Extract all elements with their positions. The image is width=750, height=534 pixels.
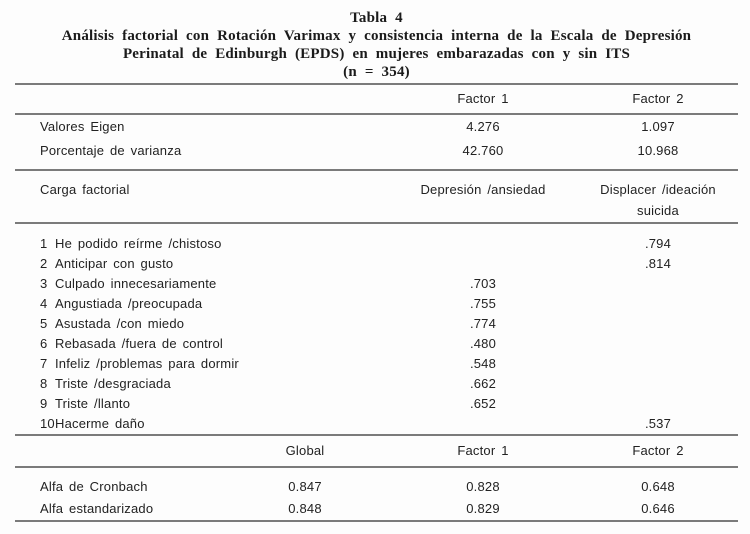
- item-label: Asustada /con miedo: [55, 316, 185, 331]
- alpha-block: Alfa de Cronbach 0.847 0.828 0.648 Alfa …: [15, 468, 738, 520]
- factor2-name-header: Displacer /ideación suicida: [600, 179, 716, 221]
- item-number: 5: [40, 316, 48, 331]
- eigen-factor1-value: 4.276: [466, 119, 500, 134]
- alpha-header-row: Global Factor 1 Factor 2: [15, 436, 738, 466]
- items-block: 1 He podido reírme /chistoso .794 2 Anti…: [15, 224, 738, 434]
- horizontal-rule: [15, 113, 738, 115]
- item-number: 8: [40, 376, 48, 391]
- factor1-loading: .652: [469, 396, 497, 411]
- global-column-header: Global: [285, 443, 325, 458]
- item-row: 8 Triste /desgraciada .662: [15, 374, 738, 394]
- item-row: 2 Anticipar con gusto .814: [15, 254, 738, 274]
- factor1-loading: .662: [469, 376, 497, 391]
- item-row: 9 Triste /llanto .652: [15, 394, 738, 414]
- factor1-loading: .774: [469, 316, 497, 331]
- horizontal-rule-top: [15, 83, 738, 85]
- item-row: 3 Culpado innecesariamente .703: [15, 274, 738, 294]
- table-number: Tabla 4: [350, 10, 403, 26]
- horizontal-rule-bottom: [15, 520, 738, 522]
- cronbach-global-value: 0.847: [288, 479, 322, 494]
- variance-label: Porcentaje de varianza: [40, 143, 182, 158]
- item-label: Rebasada /fuera de control: [55, 336, 224, 351]
- factor2-loading: .814: [644, 256, 672, 271]
- item-number: 3: [40, 276, 48, 291]
- cronbach-factor2-value: 0.648: [641, 479, 675, 494]
- item-label: Triste /llanto: [55, 396, 131, 411]
- variance-factor2-value: 10.968: [637, 143, 679, 158]
- eigen-factor2-value: 1.097: [641, 119, 675, 134]
- item-row: 4 Angustiada /preocupada .755: [15, 294, 738, 314]
- standardized-factor1-value: 0.829: [466, 501, 500, 516]
- item-label: Angustiada /preocupada: [55, 296, 203, 311]
- factor1-loading: .703: [469, 276, 497, 291]
- item-label: Infeliz /problemas para dormir: [55, 356, 239, 371]
- standardized-global-value: 0.848: [288, 501, 322, 516]
- table-content: Tabla 4 Análisis factorial con Rotación …: [15, 0, 738, 522]
- standardized-alpha-row: Alfa estandarizado 0.848 0.829 0.646: [15, 498, 738, 520]
- variance-row: Porcentaje de varianza 42.760 10.968: [15, 139, 738, 163]
- factor2-column-header: Factor 2: [632, 91, 684, 106]
- table-title-line-2: Perinatal de Edinburgh (EPDS) en mujeres…: [122, 46, 631, 62]
- item-row: 5 Asustada /con miedo .774: [15, 314, 738, 334]
- table-sample-size: (n = 354): [343, 64, 410, 80]
- factor1-loading: .755: [469, 296, 497, 311]
- item-number: 10: [40, 416, 55, 431]
- eigen-values-row: Valores Eigen 4.276 1.097: [15, 115, 738, 139]
- standardized-alpha-label: Alfa estandarizado: [40, 501, 154, 516]
- factor2-column-header: Factor 2: [632, 443, 684, 458]
- item-row: 10 Hacerme daño .537: [15, 414, 738, 434]
- factor-header-row: Factor 1 Factor 2: [15, 85, 738, 113]
- item-label: Triste /desgraciada: [55, 376, 171, 391]
- factor2-loading: .794: [644, 236, 672, 251]
- factor2-loading: .537: [644, 416, 672, 431]
- cronbach-alpha-label: Alfa de Cronbach: [40, 479, 148, 494]
- eigen-values-label: Valores Eigen: [40, 119, 125, 134]
- factor2-name-line1: Displacer /ideación: [600, 182, 716, 197]
- horizontal-rule: [15, 222, 738, 224]
- loadings-header-row: Carga factorial Depresión /ansiedad Disp…: [15, 171, 738, 222]
- item-label: Culpado innecesariamente: [55, 276, 217, 291]
- horizontal-rule: [15, 466, 738, 468]
- standardized-factor2-value: 0.646: [641, 501, 675, 516]
- loadings-header-label: Carga factorial: [40, 182, 130, 197]
- factor1-name-header: Depresión /ansiedad: [420, 182, 546, 197]
- factor1-column-header: Factor 1: [457, 91, 509, 106]
- item-number: 1: [40, 236, 48, 251]
- item-row: 7 Infeliz /problemas para dormir .548: [15, 354, 738, 374]
- item-number: 6: [40, 336, 48, 351]
- item-label: Anticipar con gusto: [55, 256, 174, 271]
- table-title-line-1: Análisis factorial con Rotación Varimax …: [61, 28, 692, 44]
- item-label: Hacerme daño: [55, 416, 145, 431]
- variance-factor1-value: 42.760: [462, 143, 504, 158]
- factor1-loading: .548: [469, 356, 497, 371]
- factor1-column-header: Factor 1: [457, 443, 509, 458]
- cronbach-alpha-row: Alfa de Cronbach 0.847 0.828 0.648: [15, 476, 738, 498]
- item-row: 1 He podido reírme /chistoso .794: [15, 234, 738, 254]
- horizontal-rule: [15, 169, 738, 171]
- horizontal-rule: [15, 434, 738, 436]
- item-number: 9: [40, 396, 48, 411]
- item-label: He podido reírme /chistoso: [55, 236, 222, 251]
- table-title-block: Tabla 4 Análisis factorial con Rotación …: [15, 0, 738, 81]
- item-row: 6 Rebasada /fuera de control .480: [15, 334, 738, 354]
- item-number: 4: [40, 296, 48, 311]
- factor2-name-line2: suicida: [637, 203, 679, 218]
- item-number: 2: [40, 256, 48, 271]
- item-number: 7: [40, 356, 48, 371]
- factor1-loading: .480: [469, 336, 497, 351]
- cronbach-factor1-value: 0.828: [466, 479, 500, 494]
